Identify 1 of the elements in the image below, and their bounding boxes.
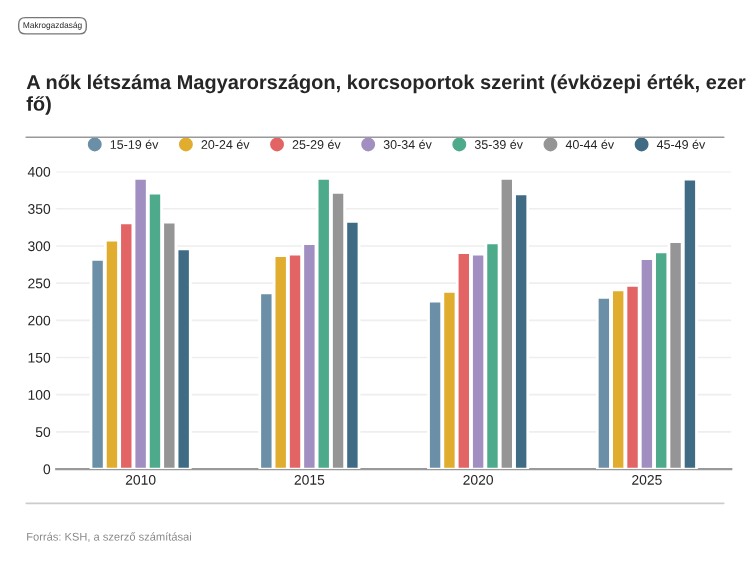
chart-title: A nők létszáma Magyarországon, korcsoportok szerint (évközepi érték, ezer fő) (26, 74, 746, 115)
